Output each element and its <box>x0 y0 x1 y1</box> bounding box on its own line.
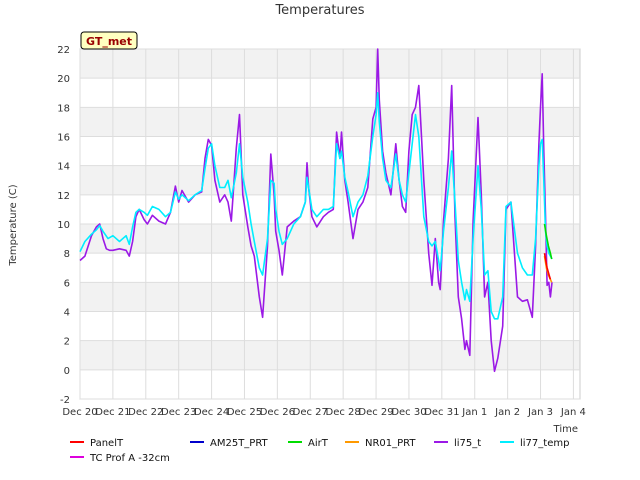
plot-band <box>80 369 580 399</box>
y-tick-label: 20 <box>57 74 70 85</box>
plot-bands <box>80 49 580 399</box>
y-tick-label: 22 <box>57 45 70 56</box>
y-tick-label: 16 <box>57 133 70 144</box>
y-tick-label: 14 <box>57 162 70 173</box>
x-tick-label: Dec 25 <box>227 407 262 418</box>
y-tick-label: 6 <box>64 278 70 289</box>
chart-title: Temperatures <box>274 3 364 18</box>
plot-band <box>80 340 580 370</box>
series-line-airt <box>543 223 553 260</box>
y-tick-label: 0 <box>64 366 70 377</box>
plot-band <box>80 165 580 195</box>
plot-band <box>80 194 580 224</box>
legend-label: NR01_PRT <box>365 438 416 449</box>
plot-band <box>80 107 580 137</box>
series-lines <box>79 48 553 373</box>
y-tick-label: 12 <box>57 191 70 202</box>
badge-label: GT_met <box>86 35 132 48</box>
legend-label: li77_temp <box>520 438 569 449</box>
legend-label: AM25T_PRT <box>210 438 269 449</box>
x-tick-label: Dec 26 <box>260 407 295 418</box>
x-tick-label: Dec 29 <box>358 407 393 418</box>
x-tick-label: Jan 2 <box>494 407 520 418</box>
x-tick-label: Jan 3 <box>527 407 553 418</box>
x-tick-label: Dec 30 <box>391 407 426 418</box>
legend-label: TC Prof A -32cm <box>89 453 170 464</box>
y-tick-label: 10 <box>57 220 70 231</box>
plot-band <box>80 311 580 341</box>
plot-band <box>80 224 580 254</box>
badge: GT_met <box>80 31 138 50</box>
x-axis-label: Time <box>553 424 578 435</box>
plot-band <box>80 136 580 166</box>
series-line-panelt <box>543 253 552 280</box>
x-tick-label: Dec 21 <box>95 407 130 418</box>
series-line-li77_temp <box>79 92 553 320</box>
plot-band <box>80 282 580 312</box>
x-tick-label: Dec 23 <box>161 407 196 418</box>
x-tick-label: Dec 24 <box>194 407 229 418</box>
legend-label: PanelT <box>90 438 124 449</box>
x-tick-label: Dec 22 <box>128 407 163 418</box>
x-tick-label: Jan 1 <box>461 407 487 418</box>
plot-band <box>80 49 580 79</box>
x-tick-label: Dec 31 <box>424 407 459 418</box>
legend: PanelT AM25T_PRT AirT NR01_PRT li75_t li77_te… <box>70 438 569 464</box>
y-tick-label: 18 <box>57 103 70 114</box>
x-tick-label: Dec 20 <box>62 407 97 418</box>
y-tick-label: 4 <box>64 308 70 319</box>
y-axis-label: Temperature (C) <box>8 184 19 266</box>
x-tick-label: Jan 4 <box>560 407 586 418</box>
x-tick-label: Dec 27 <box>293 407 328 418</box>
plot-band <box>80 78 580 108</box>
legend-label: AirT <box>308 438 329 449</box>
y-tick-label: 8 <box>64 249 70 260</box>
x-tick-label: Dec 28 <box>326 407 361 418</box>
y-tick-label: -2 <box>60 395 70 406</box>
plot-band <box>80 253 580 283</box>
y-tick-label: 2 <box>64 337 70 348</box>
legend-label: li75_t <box>454 438 481 449</box>
y-axis: -2 0 2 4 6 8 10 12 14 16 18 20 22 <box>57 45 580 406</box>
